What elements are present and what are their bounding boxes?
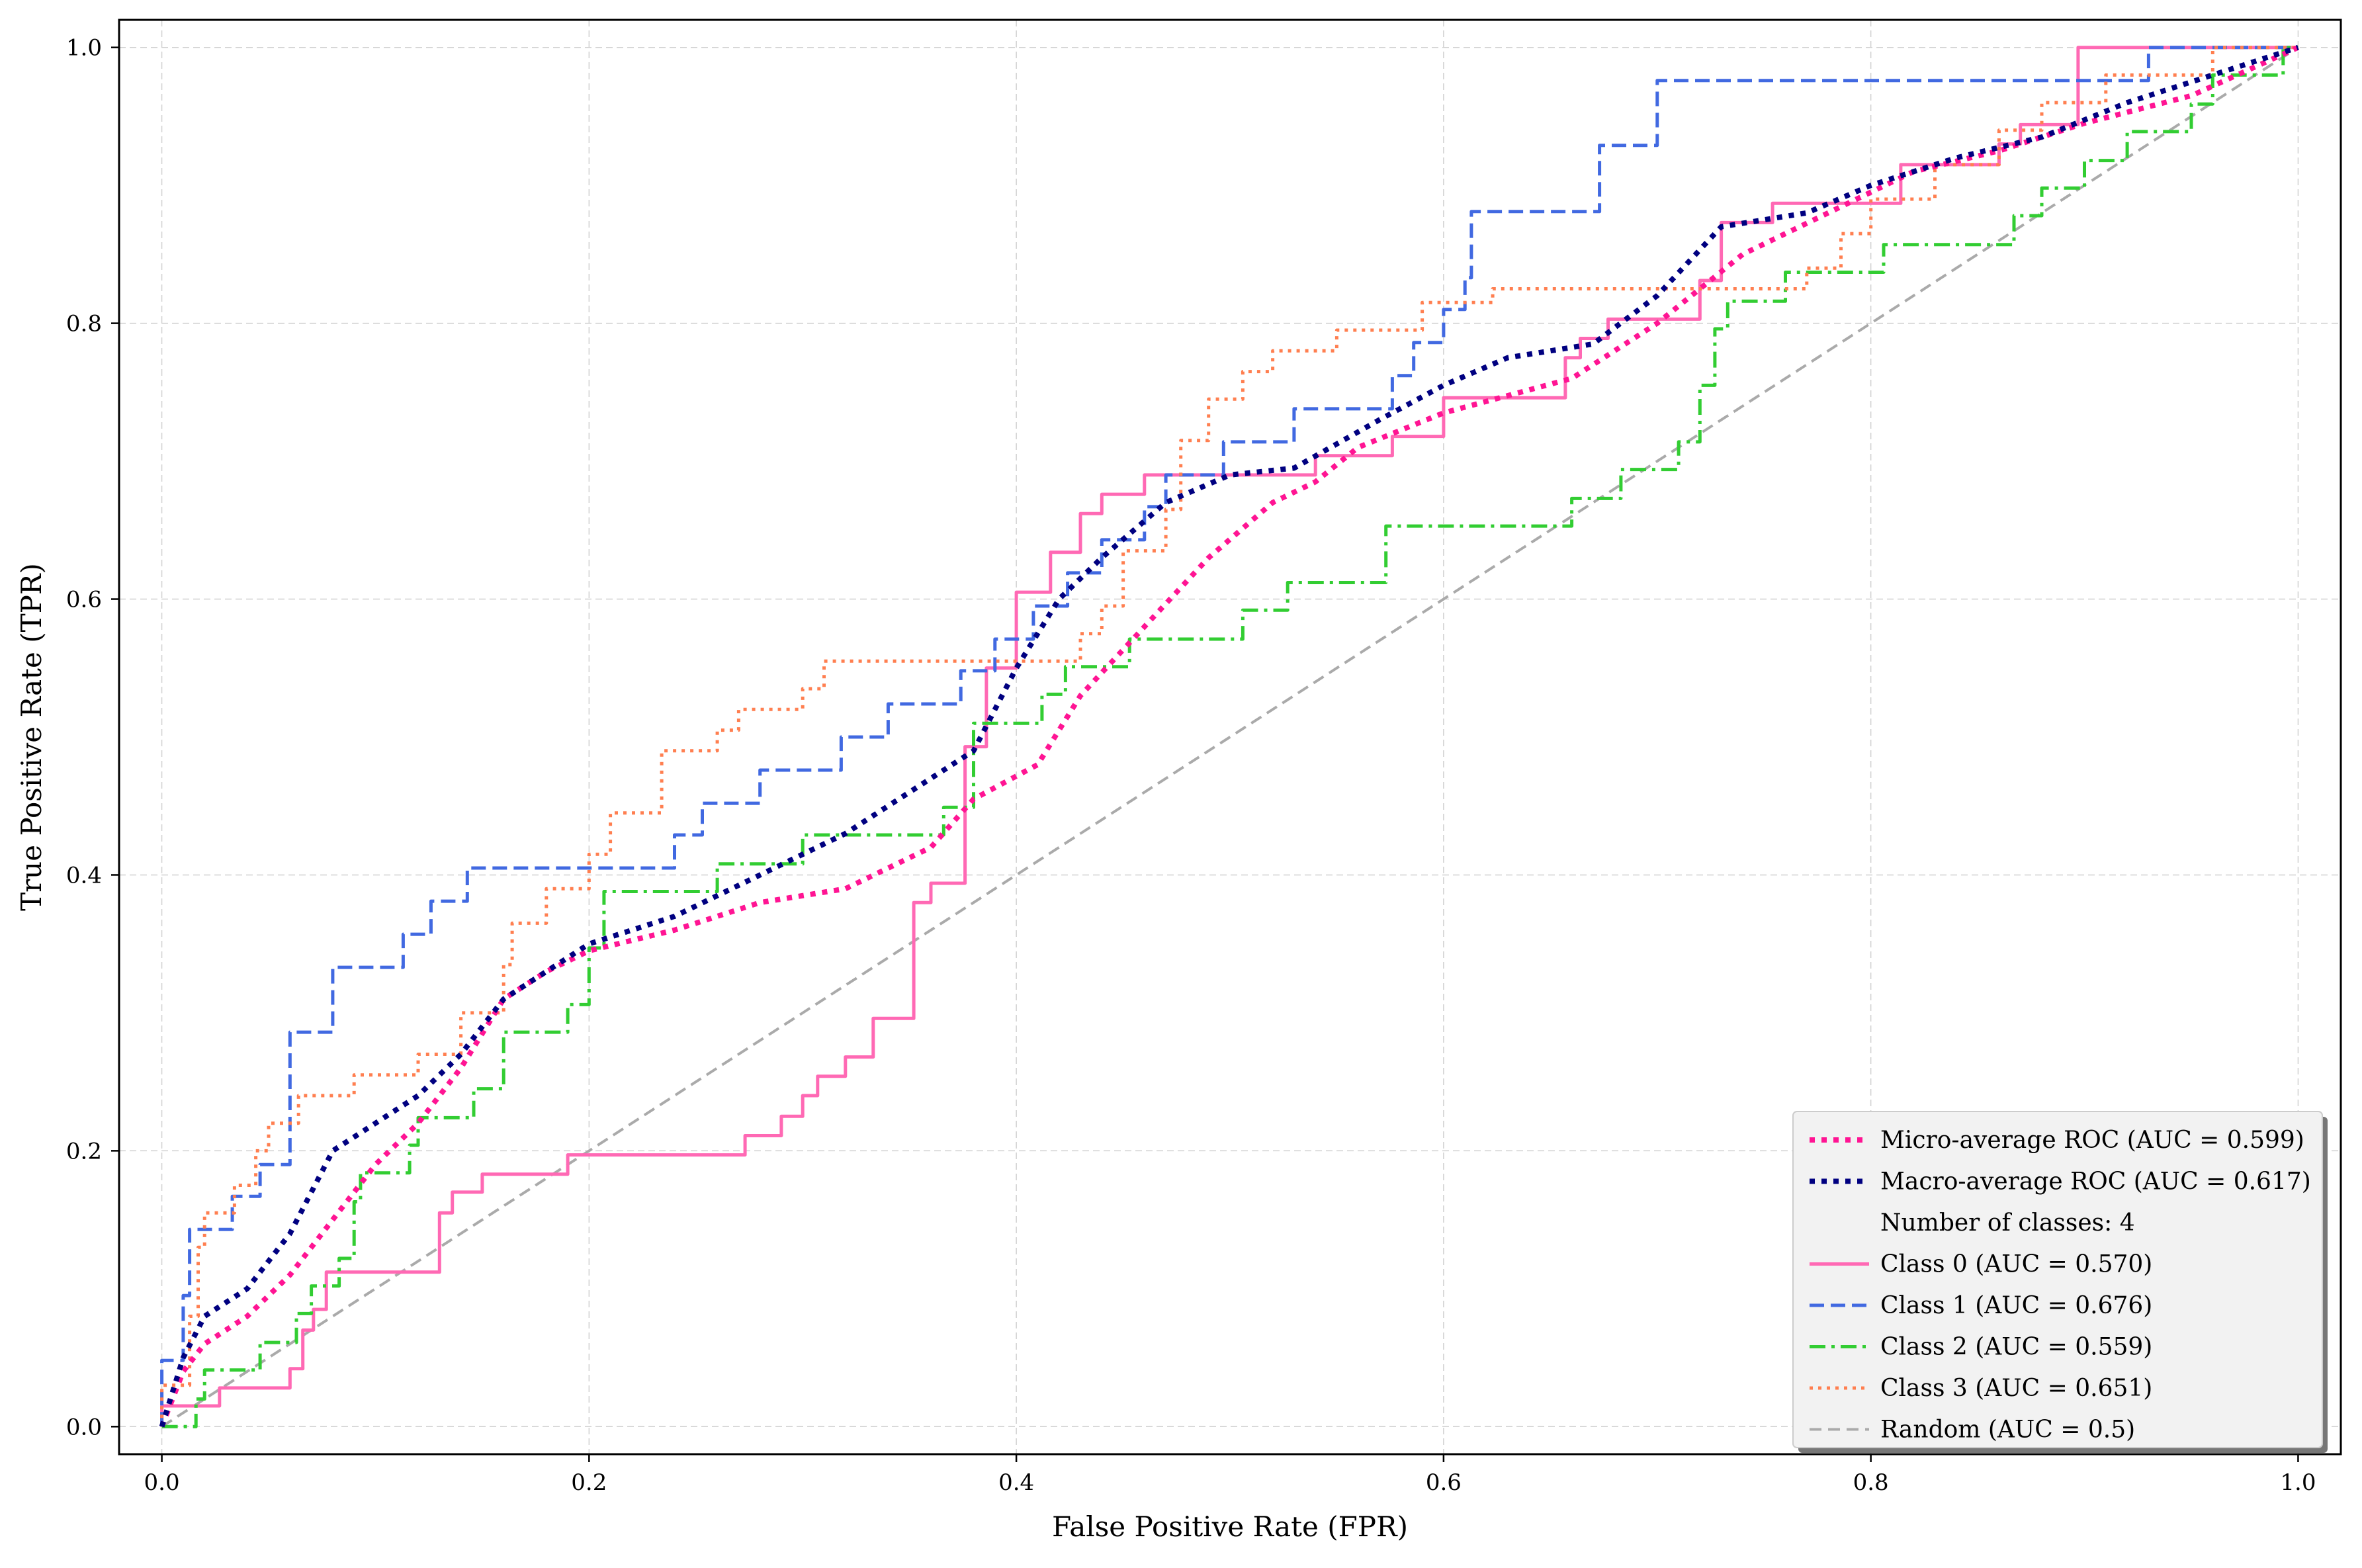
legend-label: Micro-average ROC (AUC = 0.599) xyxy=(1880,1127,2304,1154)
y-tick-label: 0.8 xyxy=(66,311,102,337)
legend-entry: Macro-average ROC (AUC = 0.617) xyxy=(1810,1168,2311,1196)
legend: Micro-average ROC (AUC = 0.599) Macro-ave… xyxy=(1792,1111,2328,1453)
legend-entry: Class 1 (AUC = 0.676) xyxy=(1810,1292,2152,1319)
legend-box xyxy=(1792,1111,2323,1448)
legend-entry: Class 0 (AUC = 0.570) xyxy=(1810,1251,2152,1278)
x-ticks: 0.0 0.2 0.4 0.6 0.8 1.0 xyxy=(144,1454,2316,1496)
series-line-0 xyxy=(159,45,2300,1428)
y-tick-label: 0.2 xyxy=(66,1138,102,1164)
plot-frame xyxy=(118,19,2342,1456)
legend-label: Macro-average ROC (AUC = 0.617) xyxy=(1880,1168,2311,1196)
x-tick-label: 0.6 xyxy=(1426,1469,1462,1496)
legend-entry: Random (AUC = 0.5) xyxy=(1810,1416,2135,1444)
y-ticks: 0.0 0.2 0.4 0.6 0.8 1.0 xyxy=(66,35,119,1440)
y-axis-label: True Positive Rate (TPR) xyxy=(15,563,48,911)
legend-entry: Class 2 (AUC = 0.559) xyxy=(1810,1334,2152,1361)
y-tick-label: 1.0 xyxy=(66,35,102,62)
legend-label: Class 3 (AUC = 0.651) xyxy=(1880,1375,2152,1402)
y-tick-label: 0.6 xyxy=(66,587,102,613)
x-tick-label: 0.0 xyxy=(144,1469,180,1496)
x-axis-label: False Positive Rate (FPR) xyxy=(1052,1510,1408,1543)
x-tick-label: 1.0 xyxy=(2280,1469,2316,1496)
x-tick-label: 0.2 xyxy=(571,1469,607,1496)
series-line-2 xyxy=(160,46,2298,1427)
series-line-3 xyxy=(160,46,2298,1427)
plot-lines xyxy=(159,44,2300,1428)
y-tick-label: 0.4 xyxy=(66,862,102,889)
legend-entry: Number of classes: 4 xyxy=(1880,1209,2135,1237)
legend-label: Class 0 (AUC = 0.570) xyxy=(1880,1251,2152,1278)
legend-label: Random (AUC = 0.5) xyxy=(1880,1416,2135,1444)
x-tick-label: 0.4 xyxy=(998,1469,1034,1496)
series-line-4 xyxy=(161,46,2298,1428)
legend-label: Class 2 (AUC = 0.559) xyxy=(1880,1334,2152,1361)
series-line-6 xyxy=(161,46,2299,1428)
legend-entry: Class 3 (AUC = 0.651) xyxy=(1810,1375,2152,1402)
y-tick-label: 0.0 xyxy=(66,1414,102,1440)
grid xyxy=(119,20,2341,1454)
legend-label: Number of classes: 4 xyxy=(1880,1209,2135,1237)
legend-label: Class 1 (AUC = 0.676) xyxy=(1880,1292,2152,1319)
legend-entry: Micro-average ROC (AUC = 0.599) xyxy=(1810,1127,2304,1154)
x-tick-label: 0.8 xyxy=(1853,1469,1889,1496)
